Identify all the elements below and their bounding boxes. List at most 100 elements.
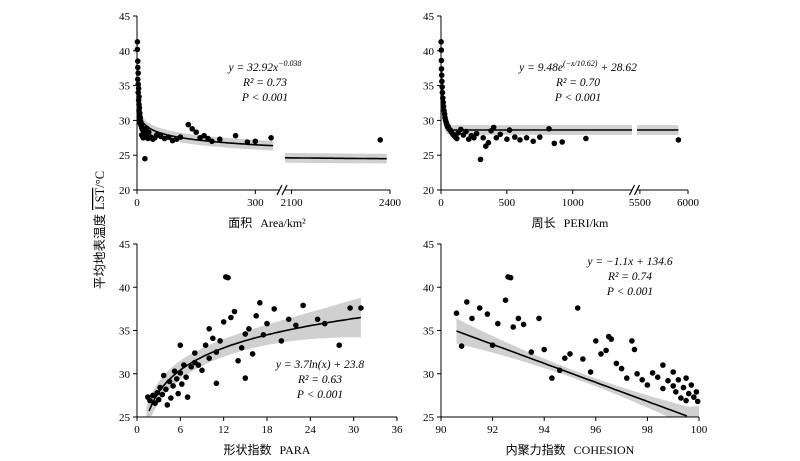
para-data-point	[246, 326, 252, 332]
para-data-point	[171, 368, 178, 375]
para-data-point	[188, 364, 194, 370]
cohesion-data-point	[567, 351, 573, 357]
para-data-point	[177, 370, 184, 376]
para-data-point	[249, 351, 256, 357]
cohesion-data-point	[464, 299, 470, 305]
peri-annotation-line: R² = 0.70	[555, 77, 600, 89]
cohesion-data-point	[489, 342, 496, 349]
para-data-point	[192, 350, 198, 356]
peri-annotation-rest: + 28.62	[597, 62, 637, 74]
area-data-point	[189, 126, 195, 132]
peri-data-point	[438, 72, 445, 78]
para-y-tick-label: 30	[119, 369, 131, 381]
cohesion-data-point	[476, 305, 483, 311]
para-data-point	[206, 355, 212, 362]
cohesion-x-tick-label: 92	[487, 424, 498, 436]
cohesion-x-tick-label: 98	[642, 424, 654, 436]
cohesion-data-point	[629, 338, 635, 344]
cohesion-annotation-line: y = −1.1x + 134.6	[586, 256, 672, 268]
para-data-point	[152, 400, 158, 407]
peri-data-point	[559, 139, 565, 145]
panel-area: 20 25 30 35 40 45 0 300 2100 2400 面积 Area/km² y = 32…	[119, 11, 402, 230]
area-annotation-exponent: −0.038	[278, 59, 301, 68]
area-annotation-line: P < 0.001	[241, 92, 288, 104]
para-data-point	[336, 342, 343, 349]
peri-data-point	[439, 84, 446, 90]
cohesion-annotation-line: R² = 0.74	[607, 271, 652, 283]
panel-para: 25 30 35 40 45 0 6 12 18 24 30 36 形状指数 PARA y = 3.7ln(…	[119, 239, 403, 457]
peri-x-tick-label: 0	[438, 197, 444, 209]
para-data-point	[358, 305, 364, 311]
cohesion-data-point	[631, 346, 638, 353]
peri-axis-break-mark	[628, 184, 636, 196]
cohesion-data-point	[660, 362, 666, 368]
area-data-point	[135, 70, 141, 76]
area-y-tick-label: 20	[119, 185, 131, 197]
peri-data-point	[523, 135, 530, 141]
para-data-point	[154, 390, 160, 396]
para-data-point	[242, 375, 249, 381]
para-y-tick-label: 40	[119, 282, 131, 294]
cohesion-data-point	[528, 349, 535, 355]
area-data-point	[177, 134, 184, 140]
cohesion-data-point	[484, 311, 491, 317]
para-data-point	[184, 394, 191, 400]
peri-data-point	[506, 127, 513, 133]
para-data-point	[225, 274, 231, 281]
peri-data-point	[440, 103, 447, 110]
area-axis-break-mark	[281, 184, 288, 196]
para-data-point	[183, 374, 189, 381]
area-data-point	[135, 76, 141, 83]
para-data-point	[220, 319, 227, 325]
area-annotation-line: R² = 0.73	[242, 77, 287, 89]
peri-data-point	[493, 135, 500, 141]
cohesion-data-point	[515, 315, 522, 322]
cohesion-data-point	[683, 375, 689, 381]
cohesion-data-point	[639, 377, 645, 383]
peri-y-tick-label: 45	[423, 11, 435, 23]
area-fit-line	[285, 157, 387, 160]
cohesion-data-point	[593, 338, 599, 344]
peri-data-point	[439, 89, 446, 96]
peri-data-point	[458, 126, 464, 133]
para-x-axis-title-en: PARA	[280, 443, 311, 457]
para-annotation-line: y = 3.7ln(x) + 23.8	[275, 359, 365, 371]
para-data-point	[300, 302, 306, 309]
peri-confidence-band	[441, 65, 632, 135]
area-data-point	[138, 132, 145, 138]
cohesion-data-point	[453, 310, 460, 317]
cohesion-data-point	[673, 389, 679, 395]
cohesion-data-point	[670, 383, 676, 389]
area-data-point	[209, 138, 215, 145]
area-x-tick-label: 300	[247, 197, 264, 209]
peri-data-point	[485, 139, 492, 146]
cohesion-data-point	[670, 369, 676, 375]
area-y-tick-label: 30	[119, 115, 131, 127]
cohesion-annotation-line: P < 0.001	[606, 286, 653, 298]
peri-y-tick-label: 20	[423, 185, 435, 197]
para-data-point	[147, 397, 153, 404]
para-data-point	[175, 390, 181, 397]
peri-annotation-line: P < 0.001	[554, 92, 601, 104]
para-data-point	[199, 367, 205, 374]
para-y-tick-label: 25	[119, 412, 131, 424]
para-data-point	[217, 338, 223, 344]
cohesion-data-point	[634, 371, 640, 377]
y-label-var: LST	[93, 187, 107, 210]
para-data-point	[314, 316, 321, 323]
peri-data-point	[512, 134, 518, 140]
cohesion-data-point	[536, 315, 542, 322]
cohesion-x-axis-title: 内聚力指数 COHESION	[506, 442, 635, 457]
para-y-tick-label: 45	[119, 239, 131, 251]
peri-data-point	[480, 135, 487, 141]
area-data-point	[185, 121, 192, 128]
cohesion-data-point	[458, 343, 465, 349]
cohesion-data-point	[685, 390, 692, 397]
peri-data-point	[473, 130, 480, 137]
peri-data-point	[537, 134, 543, 140]
para-data-point	[192, 359, 198, 366]
peri-x-axis-title-cn: 周长	[532, 216, 556, 230]
peri-y-tick-label: 35	[423, 81, 435, 93]
peri-data-point	[490, 124, 497, 131]
